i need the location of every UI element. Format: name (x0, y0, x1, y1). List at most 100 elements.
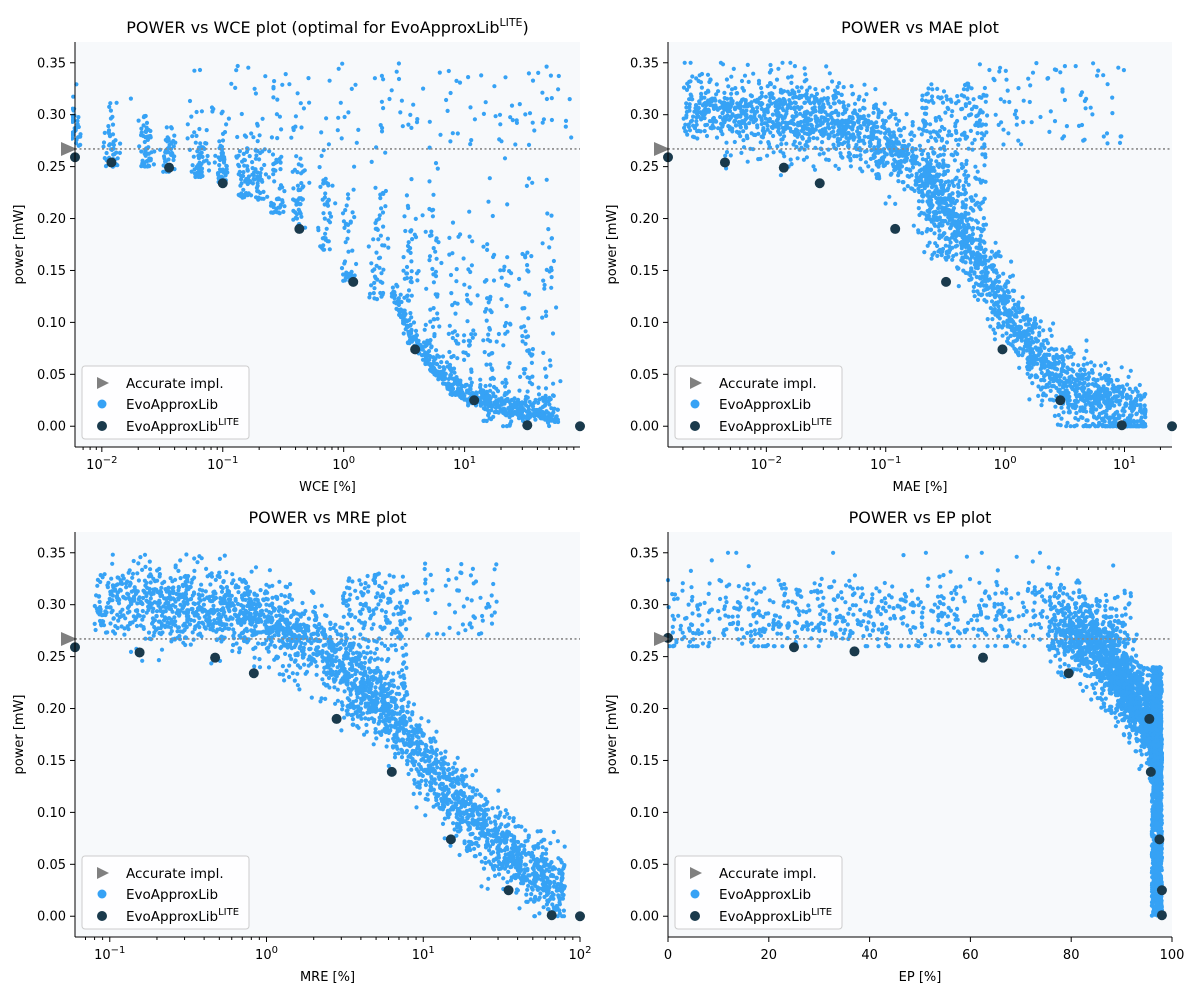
evo-point (446, 68, 451, 74)
evo-point (925, 166, 930, 171)
evo-point (451, 353, 456, 359)
evo-point (836, 111, 841, 116)
evo-point (832, 93, 837, 98)
evo-point (910, 165, 916, 170)
evo-point (352, 164, 357, 169)
evo-point (434, 373, 439, 378)
evo-point (695, 136, 700, 141)
evo-point (128, 96, 133, 101)
evo-point (902, 187, 907, 192)
evo-point (1084, 409, 1089, 414)
evo-point (723, 153, 728, 158)
evo-point (243, 179, 248, 184)
evo-point (427, 353, 432, 359)
legend-accurate-label: Accurate impl. (719, 376, 817, 392)
evo-point (541, 350, 546, 355)
evo-point (428, 319, 433, 324)
evo-point (239, 177, 244, 182)
evo-point (478, 382, 483, 388)
evo-point (139, 126, 144, 131)
evo-point (1021, 329, 1026, 335)
evo-point (280, 198, 285, 203)
evo-point (324, 180, 329, 185)
evo-point (733, 86, 738, 91)
x-tick-label: 10−2 (86, 455, 117, 473)
evo-point (1005, 88, 1010, 93)
evo-point (922, 182, 928, 187)
evo-point (433, 274, 439, 279)
evo-point (216, 155, 221, 160)
evo-point (543, 366, 548, 371)
evo-point (165, 139, 170, 144)
evo-point (1024, 348, 1029, 353)
evo-point (773, 124, 778, 129)
evo-point (379, 99, 384, 104)
evo-point (972, 270, 977, 275)
evo-point (271, 167, 276, 172)
evo-point (294, 200, 299, 205)
evo-point (548, 73, 554, 78)
evo-point (848, 158, 853, 163)
evo-point (404, 271, 409, 276)
evo-point (697, 73, 702, 78)
evo-point (726, 84, 731, 89)
evo-point (951, 206, 957, 211)
evo-point (486, 332, 491, 337)
evo-point (755, 105, 760, 110)
lite-point (1167, 421, 1177, 432)
evo-point (209, 661, 214, 666)
evo-point (1016, 86, 1021, 91)
evo-point (541, 117, 547, 122)
evo-point (763, 94, 769, 99)
evo-point (825, 98, 830, 103)
evo-point (224, 164, 229, 169)
evo-point (924, 121, 929, 126)
evo-point (796, 89, 801, 94)
evo-point (867, 144, 873, 149)
evo-point (423, 344, 428, 349)
evo-point (218, 169, 223, 174)
evo-point (296, 162, 301, 167)
evo-point (538, 406, 543, 411)
evo-point (716, 89, 721, 94)
evo-point (894, 147, 899, 152)
evo-point (1121, 68, 1126, 73)
y-tick-label: 0.00 (630, 420, 659, 435)
evo-point (540, 409, 545, 414)
evo-point (1104, 131, 1110, 136)
evo-point (1037, 325, 1042, 330)
evo-point (454, 381, 460, 386)
evo-point (963, 179, 969, 184)
evo-point (448, 272, 454, 278)
evo-point (468, 105, 473, 110)
evo-point (537, 397, 542, 402)
evo-point (470, 239, 475, 244)
evo-point (960, 200, 965, 205)
evo-point (734, 91, 739, 96)
evo-point (916, 199, 922, 204)
evo-point (947, 129, 952, 134)
evo-point (1016, 304, 1021, 309)
evo-point (423, 229, 428, 234)
evo-point (1037, 330, 1042, 335)
evo-point (455, 377, 460, 382)
evo-point (504, 424, 509, 429)
evo-point (468, 376, 473, 381)
evo-point (410, 237, 415, 242)
evo-point (298, 156, 303, 161)
evo-point (791, 95, 796, 100)
evo-point (978, 238, 984, 243)
evo-point (896, 170, 901, 175)
evo-point (376, 237, 381, 242)
evo-point (947, 193, 952, 198)
evo-point (451, 366, 457, 371)
evo-point (983, 179, 988, 184)
evo-point (484, 401, 489, 406)
evo-point (217, 139, 222, 144)
evo-point (1078, 92, 1083, 98)
evo-point (809, 93, 814, 98)
evo-point (882, 131, 888, 136)
evo-point (927, 210, 932, 215)
evo-point (720, 111, 725, 116)
evo-point (293, 114, 298, 119)
